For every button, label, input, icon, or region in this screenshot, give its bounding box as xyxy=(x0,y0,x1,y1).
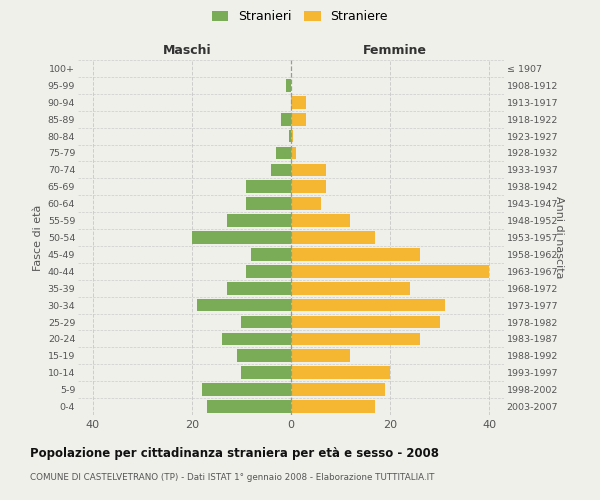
Bar xyxy=(227,282,291,294)
Bar xyxy=(291,130,293,142)
Text: Popolazione per cittadinanza straniera per età e sesso - 2008: Popolazione per cittadinanza straniera p… xyxy=(30,448,439,460)
Bar xyxy=(271,164,291,176)
Bar xyxy=(192,231,291,244)
Text: Femmine: Femmine xyxy=(363,44,427,57)
Bar xyxy=(276,146,291,160)
Bar xyxy=(291,146,296,160)
Bar xyxy=(281,113,291,126)
Bar xyxy=(207,400,291,413)
Legend: Stranieri, Straniere: Stranieri, Straniere xyxy=(208,6,392,26)
Bar xyxy=(291,96,306,108)
Bar xyxy=(291,282,410,294)
Bar xyxy=(241,316,291,328)
Bar xyxy=(291,198,321,210)
Bar xyxy=(236,350,291,362)
Bar xyxy=(247,265,291,278)
Bar xyxy=(227,214,291,227)
Bar xyxy=(221,332,291,345)
Bar xyxy=(291,231,375,244)
Bar xyxy=(291,350,350,362)
Bar xyxy=(247,198,291,210)
Y-axis label: Anni di nascita: Anni di nascita xyxy=(554,196,564,279)
Bar xyxy=(291,299,445,312)
Bar xyxy=(286,79,291,92)
Bar xyxy=(289,130,291,142)
Bar xyxy=(291,366,390,379)
Bar xyxy=(291,248,420,260)
Bar xyxy=(197,299,291,312)
Bar xyxy=(291,332,420,345)
Bar xyxy=(291,265,489,278)
Text: Maschi: Maschi xyxy=(163,44,211,57)
Bar xyxy=(247,180,291,193)
Y-axis label: Fasce di età: Fasce di età xyxy=(34,204,43,270)
Bar xyxy=(291,180,326,193)
Bar xyxy=(251,248,291,260)
Bar xyxy=(291,400,375,413)
Bar xyxy=(291,113,306,126)
Bar xyxy=(291,384,385,396)
Bar xyxy=(202,384,291,396)
Bar xyxy=(291,214,350,227)
Bar xyxy=(291,316,440,328)
Bar xyxy=(241,366,291,379)
Bar xyxy=(291,164,326,176)
Text: COMUNE DI CASTELVETRANO (TP) - Dati ISTAT 1° gennaio 2008 - Elaborazione TUTTITA: COMUNE DI CASTELVETRANO (TP) - Dati ISTA… xyxy=(30,472,434,482)
